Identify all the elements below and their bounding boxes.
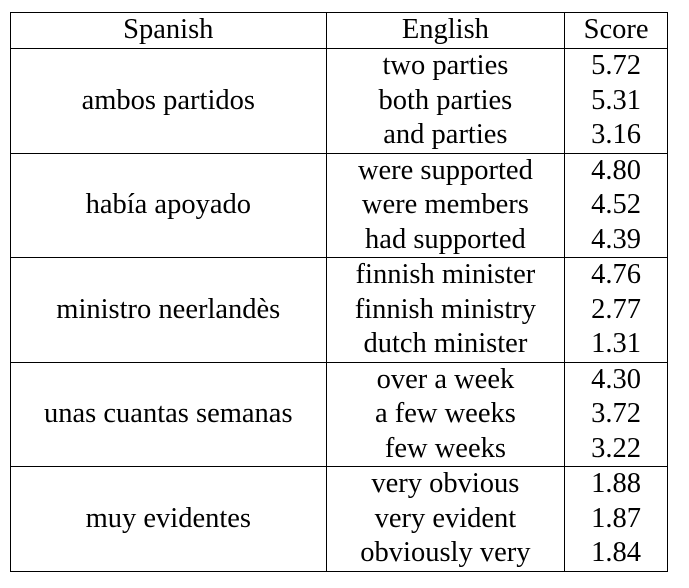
table-row: ambos partidos two parties 5.72 xyxy=(10,48,668,154)
english-translation-cell: had supported xyxy=(325,222,566,258)
spanish-phrase-cell: había apoyado xyxy=(10,153,327,258)
english-translation-cell: finnish minister xyxy=(325,257,566,293)
score-cell: 1.88 xyxy=(564,466,668,502)
score-cell: 1.31 xyxy=(564,327,668,363)
table-row: ministro neerlandès finnish minister 4.7… xyxy=(10,257,668,363)
english-translation-cell: and parties xyxy=(325,118,566,154)
score-cell: 1.84 xyxy=(564,536,668,572)
header-english: English xyxy=(325,12,566,49)
english-translation-cell: obviously very xyxy=(325,536,566,572)
table-row: very evident 1.87 xyxy=(11,501,668,536)
table-row: and parties 3.16 xyxy=(11,118,668,154)
spanish-phrase-cell: ministro neerlandès xyxy=(10,257,327,363)
english-translation-cell: very obvious xyxy=(325,466,566,502)
phrase-translation-table: Spanish English Score ambos partidos two… xyxy=(10,12,668,572)
english-translation-cell: over a week xyxy=(325,362,566,397)
score-cell: 3.16 xyxy=(564,118,668,154)
score-cell: 2.77 xyxy=(564,292,668,327)
table-row: a few weeks 3.72 xyxy=(11,397,668,432)
table-row: few weeks 3.22 xyxy=(11,431,668,467)
score-cell: 4.52 xyxy=(564,188,668,223)
score-cell: 4.39 xyxy=(564,222,668,258)
table-row: both parties 5.31 xyxy=(11,83,668,118)
english-translation-cell: were supported xyxy=(325,153,566,188)
table-row: muy evidentes very obvious 1.88 xyxy=(10,466,668,572)
table-row: obviously very 1.84 xyxy=(11,536,668,572)
score-cell: 1.87 xyxy=(564,501,668,536)
english-translation-cell: both parties xyxy=(325,83,566,118)
table-row: unas cuantas semanas over a week 4.30 xyxy=(10,362,668,467)
score-cell: 3.72 xyxy=(564,397,668,432)
english-translation-cell: were members xyxy=(325,188,566,223)
header-row: Spanish English Score xyxy=(10,12,668,49)
spanish-phrase-cell: unas cuantas semanas xyxy=(10,362,327,467)
english-translation-cell: dutch minister xyxy=(325,327,566,363)
english-translation-cell: two parties xyxy=(325,48,566,84)
table-body: ambos partidos two parties 5.72 both par… xyxy=(10,48,668,572)
score-cell: 4.30 xyxy=(564,362,668,397)
english-translation-cell: finnish ministry xyxy=(325,292,566,327)
score-cell: 4.76 xyxy=(564,257,668,293)
table-header: Spanish English Score xyxy=(10,12,668,49)
score-cell: 5.72 xyxy=(564,48,668,84)
table-row: had supported 4.39 xyxy=(11,222,668,258)
table-row: finnish ministry 2.77 xyxy=(11,292,668,327)
english-translation-cell: very evident xyxy=(325,501,566,536)
table-row: dutch minister 1.31 xyxy=(11,327,668,363)
header-score: Score xyxy=(564,12,668,49)
score-cell: 5.31 xyxy=(564,83,668,118)
table-row: había apoyado were supported 4.80 xyxy=(10,153,668,258)
english-translation-cell: few weeks xyxy=(325,431,566,467)
spanish-phrase-cell: ambos partidos xyxy=(10,48,327,154)
spanish-phrase-cell: muy evidentes xyxy=(10,466,327,572)
table-row: were members 4.52 xyxy=(11,188,668,223)
score-cell: 3.22 xyxy=(564,431,668,467)
header-spanish: Spanish xyxy=(10,12,327,49)
score-cell: 4.80 xyxy=(564,153,668,188)
english-translation-cell: a few weeks xyxy=(325,397,566,432)
